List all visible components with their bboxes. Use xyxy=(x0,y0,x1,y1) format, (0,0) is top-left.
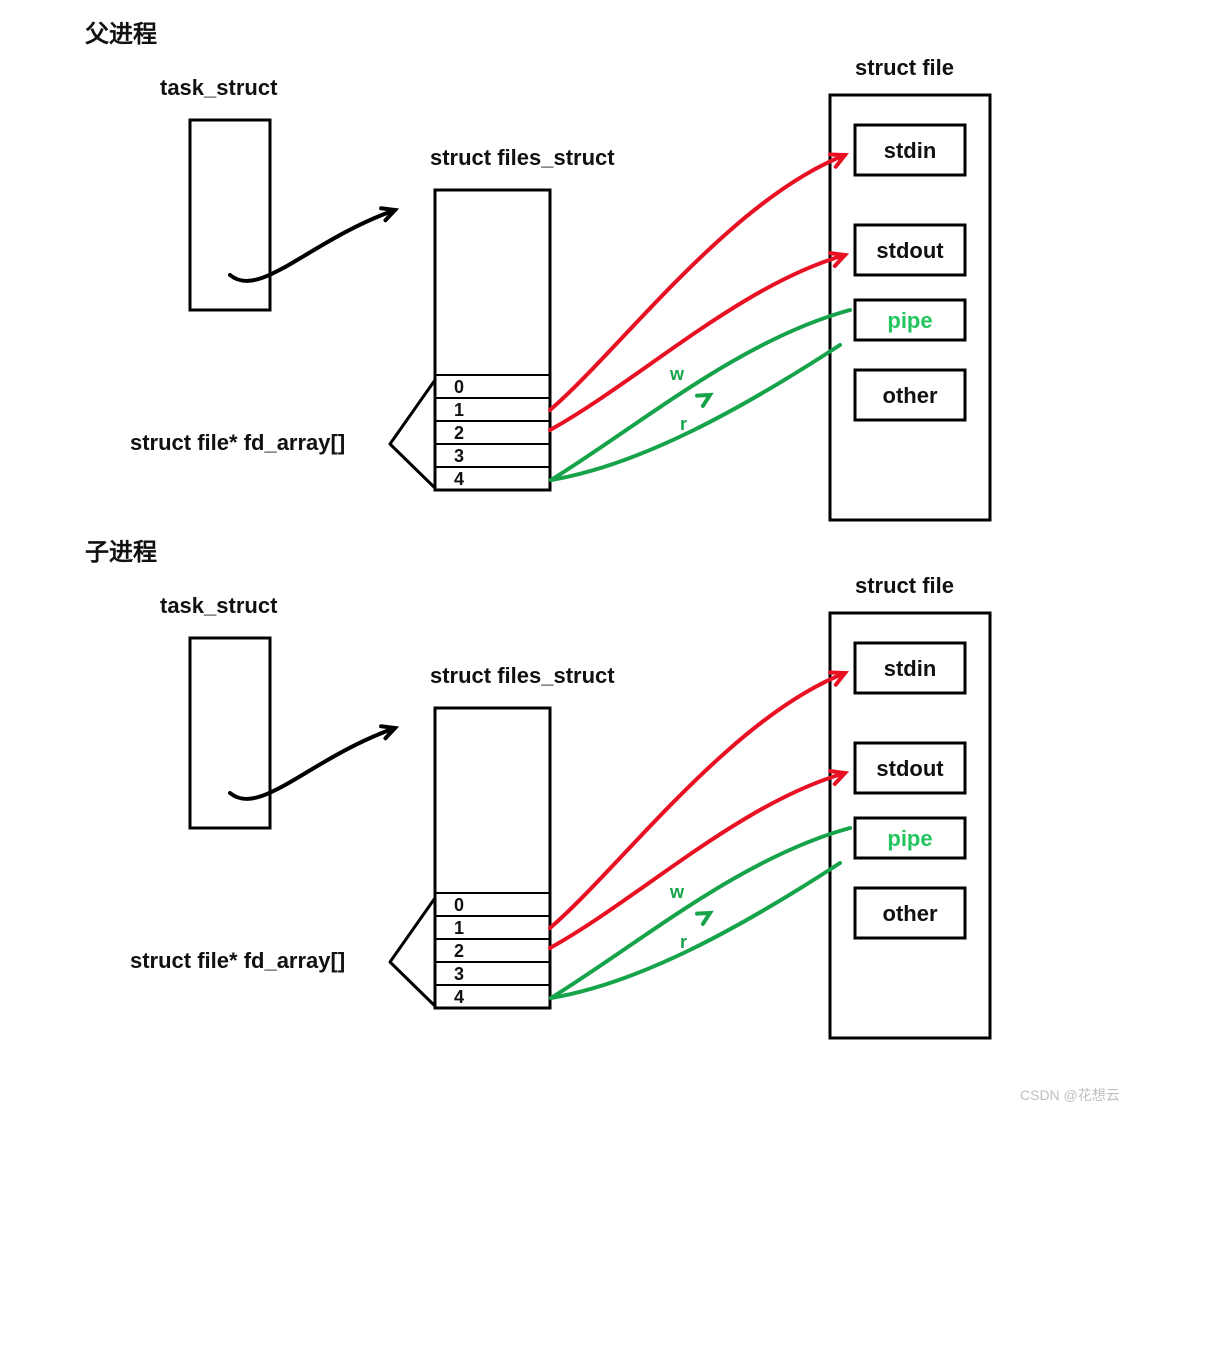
fd-index: 4 xyxy=(454,469,464,489)
file-box-label: stdout xyxy=(876,756,944,781)
pipe-rw-label: r xyxy=(680,414,687,434)
fd-index: 1 xyxy=(454,918,464,938)
struct-file-label: struct file xyxy=(855,573,954,598)
watermark: CSDN @花想云 xyxy=(1020,1087,1120,1103)
task-struct-box xyxy=(190,120,270,310)
fd-index: 0 xyxy=(454,377,464,397)
file-box-label: stdin xyxy=(884,656,937,681)
files-struct-label: struct files_struct xyxy=(430,663,615,688)
fd-to-file-arrow xyxy=(550,255,845,430)
arrowhead-icon xyxy=(697,395,710,406)
file-box-label: pipe xyxy=(887,826,932,851)
file-box-label: other xyxy=(883,383,938,408)
fd-index: 3 xyxy=(454,964,464,984)
fd-index: 3 xyxy=(454,446,464,466)
file-box-label: pipe xyxy=(887,308,932,333)
fd-array-label: struct file* fd_array[] xyxy=(130,430,345,455)
task-struct-box xyxy=(190,638,270,828)
fd-index: 4 xyxy=(454,987,464,1007)
diagram-canvas: 父进程task_structstruct files_struct01234st… xyxy=(0,0,1229,1348)
task-to-files-arrow xyxy=(230,210,395,281)
task-struct-label: task_struct xyxy=(160,593,278,618)
section-title: 子进程 xyxy=(85,539,157,566)
struct-file-label: struct file xyxy=(855,55,954,80)
pipe-rw-label: w xyxy=(669,882,685,902)
bracket-icon xyxy=(390,898,435,1006)
fd-index: 0 xyxy=(454,895,464,915)
files-struct-label: struct files_struct xyxy=(430,145,615,170)
bracket-icon xyxy=(390,380,435,488)
fd-array-label: struct file* fd_array[] xyxy=(130,948,345,973)
section-title: 父进程 xyxy=(85,21,157,48)
task-struct-label: task_struct xyxy=(160,75,278,100)
fd-index: 1 xyxy=(454,400,464,420)
file-box-label: stdout xyxy=(876,238,944,263)
fd-to-file-arrow xyxy=(550,773,845,948)
task-to-files-arrow xyxy=(230,728,395,799)
file-box-label: stdin xyxy=(884,138,937,163)
fd-index: 2 xyxy=(454,941,464,961)
arrowhead-icon xyxy=(697,913,710,924)
fd-index: 2 xyxy=(454,423,464,443)
pipe-rw-label: r xyxy=(680,932,687,952)
pipe-rw-label: w xyxy=(669,364,685,384)
file-box-label: other xyxy=(883,901,938,926)
